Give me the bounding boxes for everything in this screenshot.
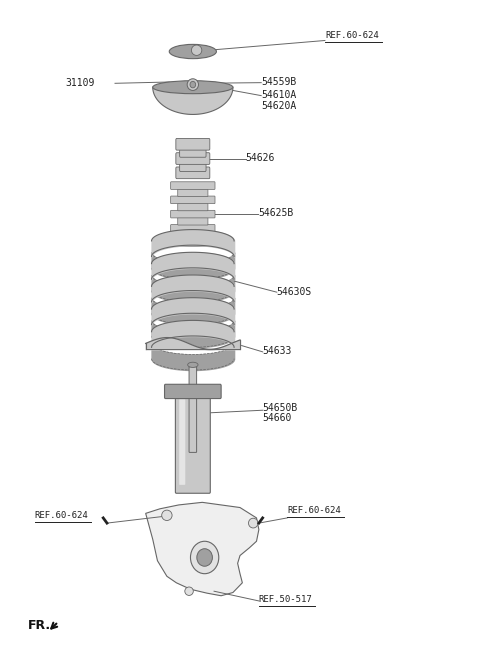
Text: 54633: 54633	[263, 346, 292, 356]
Text: 54625B: 54625B	[258, 208, 293, 218]
FancyBboxPatch shape	[165, 384, 221, 399]
Text: 54559B: 54559B	[261, 77, 297, 87]
Text: FR.: FR.	[28, 619, 51, 632]
FancyBboxPatch shape	[171, 225, 215, 232]
Ellipse shape	[192, 45, 202, 55]
Ellipse shape	[169, 45, 216, 58]
FancyBboxPatch shape	[189, 367, 197, 453]
Text: 54620A: 54620A	[261, 101, 297, 111]
FancyBboxPatch shape	[178, 189, 208, 196]
Ellipse shape	[188, 362, 198, 367]
Ellipse shape	[185, 587, 193, 595]
Text: REF.60-624: REF.60-624	[325, 32, 379, 41]
FancyBboxPatch shape	[176, 167, 210, 179]
Text: REF.50-517: REF.50-517	[259, 595, 312, 604]
Ellipse shape	[197, 549, 213, 566]
Polygon shape	[145, 503, 259, 596]
FancyBboxPatch shape	[178, 203, 208, 211]
FancyBboxPatch shape	[180, 146, 206, 157]
Ellipse shape	[190, 81, 196, 88]
Ellipse shape	[191, 541, 219, 574]
FancyBboxPatch shape	[171, 196, 215, 204]
FancyBboxPatch shape	[180, 160, 206, 171]
Text: 54626: 54626	[246, 153, 275, 163]
Text: REF.60-624: REF.60-624	[35, 511, 89, 520]
Polygon shape	[153, 87, 233, 114]
Text: REF.60-624: REF.60-624	[287, 506, 341, 514]
Ellipse shape	[187, 79, 199, 91]
Ellipse shape	[153, 81, 233, 94]
FancyBboxPatch shape	[171, 210, 215, 218]
Text: 31109: 31109	[65, 78, 95, 87]
Text: 54630S: 54630S	[277, 286, 312, 296]
FancyBboxPatch shape	[175, 394, 210, 493]
FancyBboxPatch shape	[179, 399, 185, 485]
FancyBboxPatch shape	[176, 139, 210, 150]
Text: 54660: 54660	[263, 413, 292, 423]
FancyBboxPatch shape	[178, 232, 208, 239]
Text: 54610A: 54610A	[261, 90, 297, 100]
FancyBboxPatch shape	[178, 217, 208, 225]
Ellipse shape	[249, 518, 258, 528]
Ellipse shape	[162, 510, 172, 520]
Text: 54650B: 54650B	[263, 403, 298, 413]
FancyBboxPatch shape	[176, 152, 210, 164]
FancyBboxPatch shape	[171, 239, 215, 246]
FancyBboxPatch shape	[171, 182, 215, 189]
